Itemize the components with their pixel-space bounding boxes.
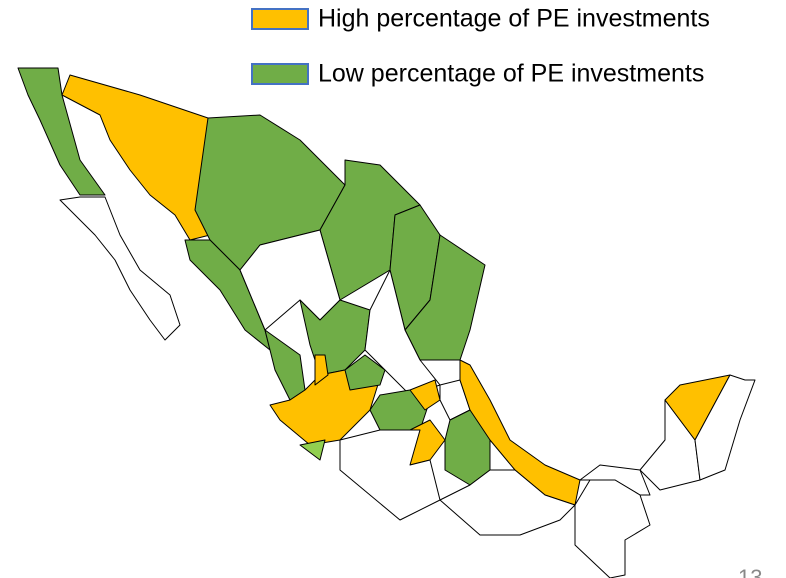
legend-label: High percentage of PE investments — [318, 5, 710, 33]
guanajuato — [344, 354, 386, 391]
legend-swatch — [251, 8, 309, 30]
states — [17, 67, 756, 578]
legend: High percentage of PE investments Low pe… — [251, 5, 710, 88]
page-number: 13 — [738, 565, 762, 578]
tamaulipas — [404, 234, 486, 361]
oaxaca — [439, 469, 576, 536]
nayarit — [264, 329, 306, 401]
aguascalientes — [314, 354, 329, 386]
sonora — [61, 74, 211, 241]
legend-swatch — [251, 63, 309, 85]
legend-label: Low percentage of PE investments — [318, 60, 704, 88]
guerrero — [339, 429, 441, 521]
baja-california — [17, 67, 106, 196]
quintana-roo — [694, 374, 756, 481]
chiapas — [574, 479, 651, 578]
colima — [299, 439, 326, 461]
baja-california-sur — [59, 196, 181, 341]
